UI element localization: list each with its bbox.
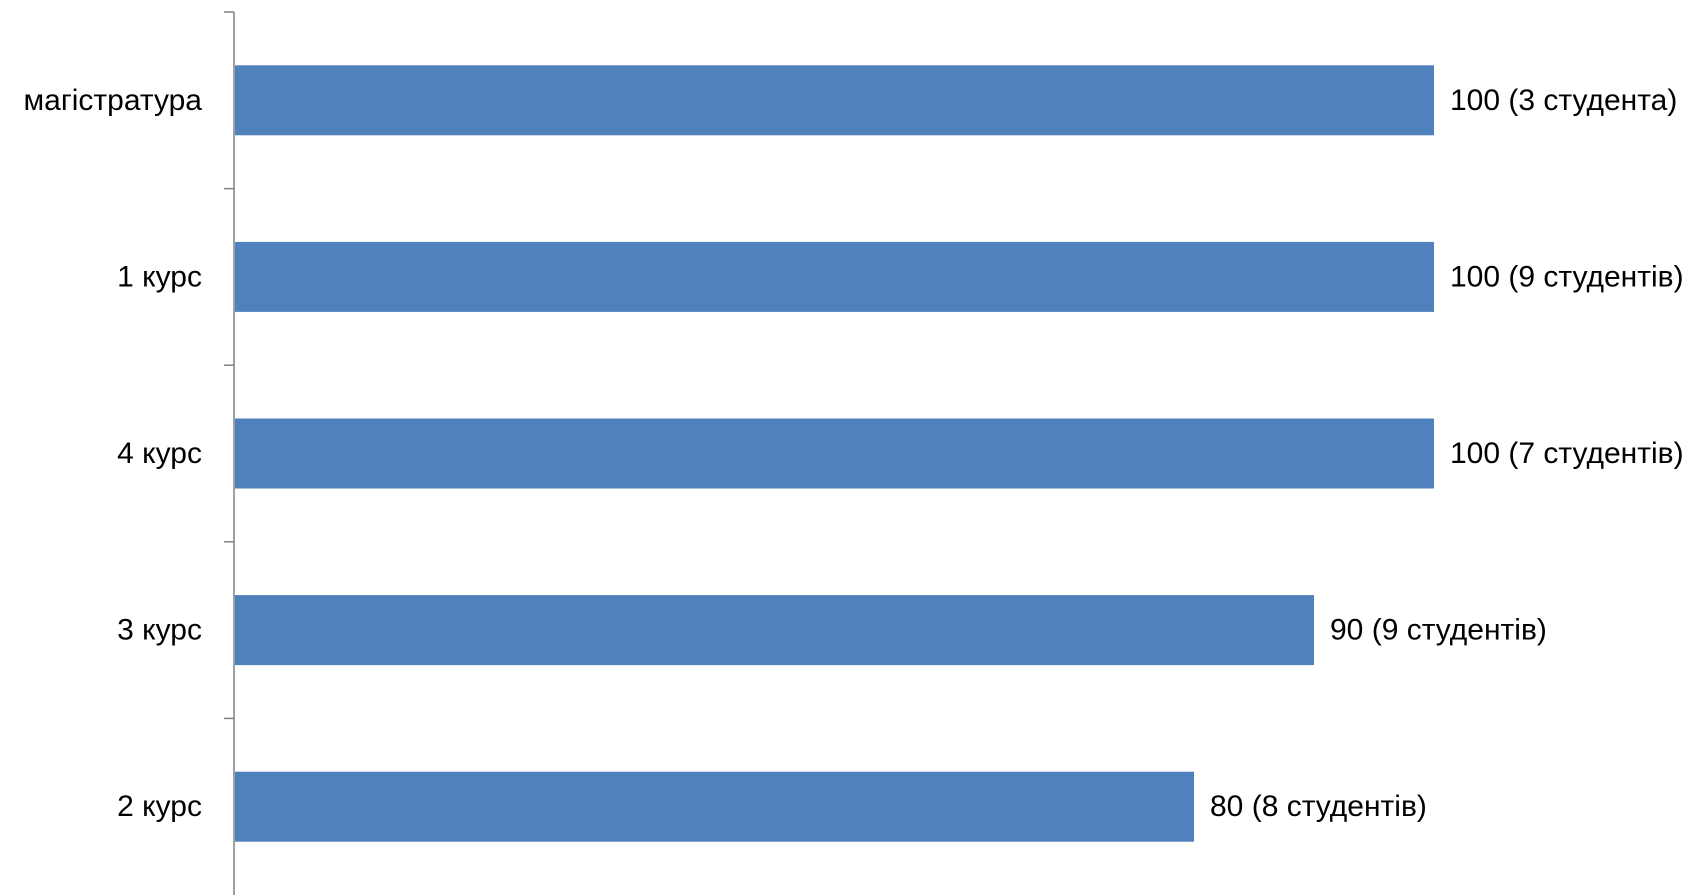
data-label: 100 (9 студентів) — [1450, 260, 1684, 293]
category-labels: магістратура 1 курс 4 курс 3 курс 2 курс — [24, 84, 203, 823]
bar — [235, 771, 1194, 842]
data-label: 90 (9 студентів) — [1330, 614, 1547, 647]
data-labels: 100 (3 студента) 100 (9 студентів) 100 (7 … — [1210, 84, 1684, 823]
data-label: 100 (7 студентів) — [1450, 437, 1684, 470]
category-label: 1 курс — [117, 260, 202, 293]
data-label: 100 (3 студента) — [1450, 84, 1677, 117]
category-label: магістратура — [24, 84, 203, 117]
category-label: 2 курс — [117, 790, 202, 823]
category-label: 4 курс — [117, 437, 202, 470]
category-label: 3 курс — [117, 614, 202, 647]
category-axis-ticks — [224, 11, 234, 720]
data-label: 80 (8 студентів) — [1210, 790, 1427, 823]
bar — [235, 241, 1434, 312]
bars-group — [235, 65, 1434, 842]
bar — [235, 595, 1314, 666]
bar — [235, 65, 1434, 136]
bar — [235, 418, 1434, 489]
